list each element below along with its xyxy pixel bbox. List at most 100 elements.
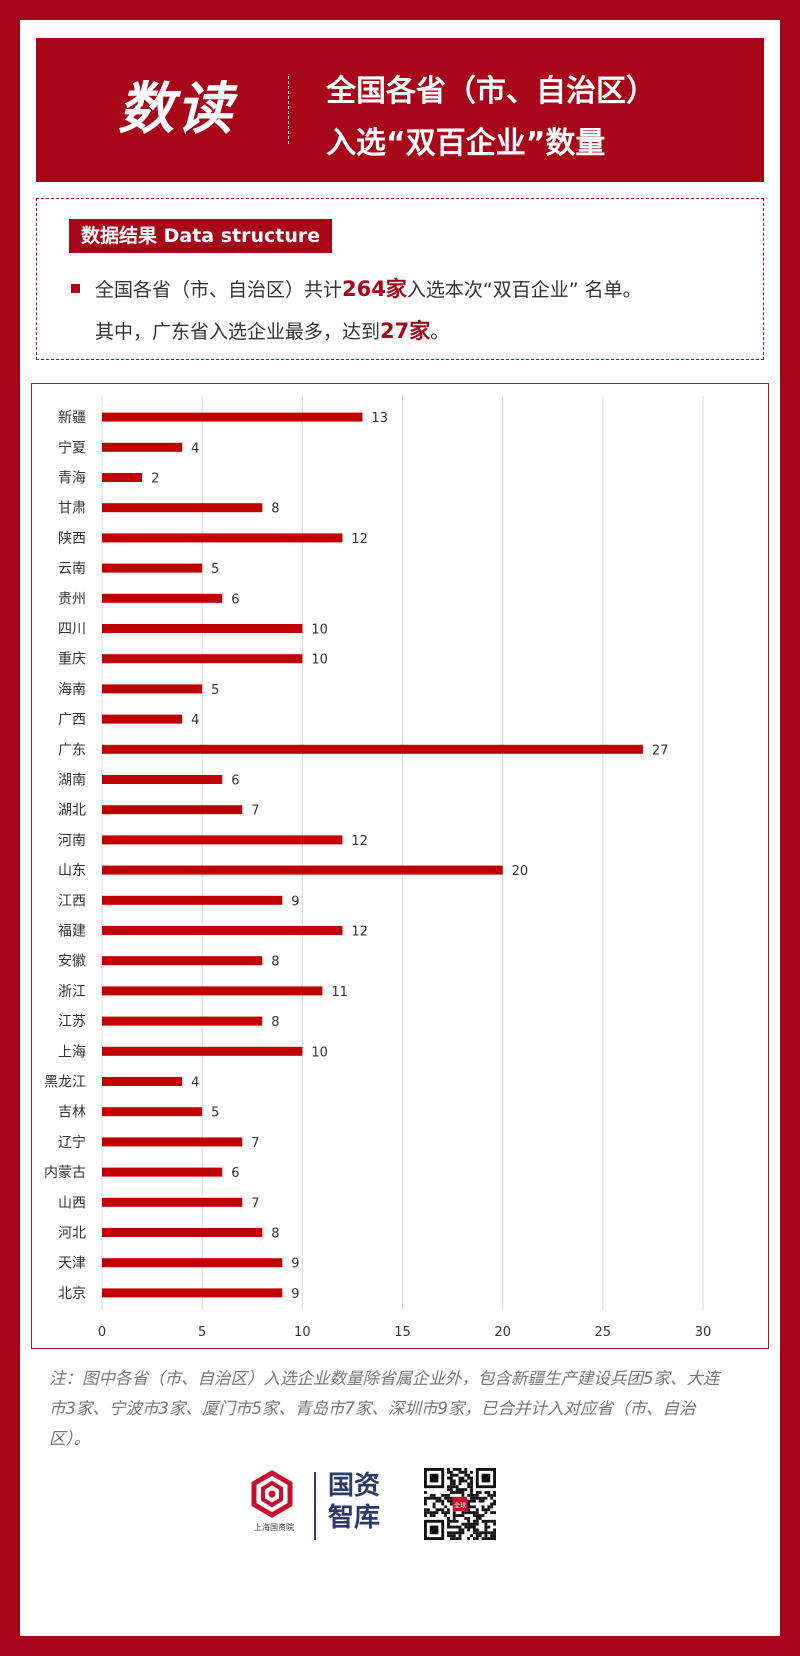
category-label: 山西 <box>58 1195 86 1211</box>
bar <box>102 1167 223 1177</box>
bar <box>102 593 223 603</box>
bar <box>102 563 203 573</box>
category-label: 河南 <box>58 833 86 849</box>
summary-line2-post: 。 <box>430 321 450 343</box>
summary-line1-post: 入选本次“双百企业” 名单。 <box>406 279 642 301</box>
category-label: 江苏 <box>58 1014 86 1030</box>
summary-total-count: 264家 <box>342 277 407 301</box>
big-title: 数读 <box>118 77 234 142</box>
value-label: 4 <box>191 713 199 728</box>
bar <box>102 473 143 482</box>
category-label: 内蒙古 <box>44 1165 86 1181</box>
category-label: 北京 <box>58 1286 86 1302</box>
value-label: 7 <box>251 804 259 819</box>
bar <box>102 684 203 694</box>
summary-line1-pre: 全国各省（市、自治区）共计 <box>95 279 343 301</box>
bar <box>102 412 363 422</box>
value-label: 27 <box>652 743 669 758</box>
x-tick-label: 5 <box>198 1325 206 1340</box>
bar <box>102 1137 243 1147</box>
x-tick-label: 20 <box>494 1325 511 1340</box>
bar <box>102 835 343 845</box>
value-label: 6 <box>231 1166 239 1181</box>
value-label: 7 <box>251 1136 259 1151</box>
bar <box>102 1107 203 1117</box>
header-divider <box>288 76 289 144</box>
value-label: 5 <box>211 562 219 577</box>
value-label: 5 <box>211 683 219 698</box>
qr-code-icon[interactable]: 全球 <box>424 1468 496 1540</box>
value-label: 8 <box>271 955 279 970</box>
bar <box>102 1197 243 1207</box>
category-label: 上海 <box>58 1044 86 1060</box>
bar <box>102 503 263 513</box>
qr-badge-text: 全球 <box>454 1502 466 1510</box>
category-label: 湖南 <box>58 773 86 789</box>
bar <box>102 805 243 815</box>
value-label: 11 <box>331 985 348 1000</box>
bar <box>102 1016 263 1026</box>
value-label: 12 <box>351 925 368 940</box>
value-label: 9 <box>291 1257 299 1272</box>
footer-divider <box>314 1472 316 1540</box>
summary-line-2: 其中，广东省入选企业最多，达到27家。 <box>95 315 449 345</box>
value-label: 6 <box>231 592 239 607</box>
value-label: 12 <box>351 834 368 849</box>
x-tick-label: 30 <box>695 1325 712 1340</box>
x-tick-label: 10 <box>294 1325 311 1340</box>
category-label: 甘肃 <box>58 501 86 517</box>
bar <box>102 714 183 724</box>
category-label: 云南 <box>58 561 86 577</box>
summary-line-1: 全国各省（市、自治区）共计264家入选本次“双百企业” 名单。 <box>95 273 642 303</box>
value-label: 4 <box>191 441 199 456</box>
category-label: 青海 <box>58 471 86 487</box>
footnote: 注：图中各省（市、自治区）入选企业数量除省属企业外，包含新疆生产建设兵团5家、大… <box>49 1369 720 1448</box>
category-label: 浙江 <box>58 984 86 1000</box>
value-label: 9 <box>291 894 299 909</box>
value-label: 7 <box>251 1196 259 1211</box>
bullet-square-icon <box>71 284 80 293</box>
category-label: 辽宁 <box>58 1134 86 1151</box>
bar <box>102 1288 283 1298</box>
bar <box>102 533 343 543</box>
title-line-2: 入选“双百企业”数量 <box>326 126 606 161</box>
value-label: 13 <box>371 411 388 426</box>
value-label: 10 <box>311 653 328 668</box>
category-label: 贵州 <box>58 591 86 607</box>
brand-name: 国资 智库 <box>328 1470 380 1534</box>
value-label: 8 <box>271 1227 279 1242</box>
org-logo-icon <box>251 1470 293 1518</box>
value-label: 9 <box>291 1287 299 1302</box>
category-label: 广西 <box>58 712 86 728</box>
bar <box>102 895 283 905</box>
category-label: 湖北 <box>58 803 86 819</box>
category-label: 江西 <box>58 893 86 909</box>
summary-box: 数据结果 Data structure 全国各省（市、自治区）共计264家入选本… <box>36 198 764 360</box>
category-label: 河北 <box>58 1226 86 1242</box>
summary-tag: 数据结果 Data structure <box>69 219 333 253</box>
category-label: 四川 <box>58 622 86 638</box>
x-tick-label: 15 <box>394 1325 411 1340</box>
bar <box>102 1077 183 1086</box>
category-label: 安徽 <box>58 954 86 970</box>
bar <box>102 624 303 633</box>
value-label: 2 <box>151 472 159 487</box>
category-label: 天津 <box>58 1256 86 1272</box>
chart-container: 0 5 10 15 20 25 30 新疆 13 宁夏 4 青海 2 甘肃 8 陕西 12 云南 5 贵州 6 四川 10 重… <box>31 383 769 1349</box>
brand-line-1: 国资 <box>328 1471 381 1501</box>
value-label: 6 <box>231 774 239 789</box>
bar <box>102 956 263 966</box>
value-label: 10 <box>311 623 328 638</box>
bar <box>102 1228 263 1237</box>
category-label: 陕西 <box>58 531 86 547</box>
value-label: 12 <box>351 532 368 547</box>
brand-line-2: 智库 <box>328 1503 381 1533</box>
title-line-1: 全国各省（市、自治区） <box>326 74 656 109</box>
header-banner: 数读 全国各省（市、自治区） 入选“双百企业”数量 <box>36 38 764 182</box>
value-label: 5 <box>211 1106 219 1121</box>
value-label: 10 <box>311 1045 328 1060</box>
category-label: 海南 <box>58 682 86 698</box>
category-label: 宁夏 <box>58 439 86 456</box>
bar <box>102 1258 283 1268</box>
bar <box>102 986 323 996</box>
